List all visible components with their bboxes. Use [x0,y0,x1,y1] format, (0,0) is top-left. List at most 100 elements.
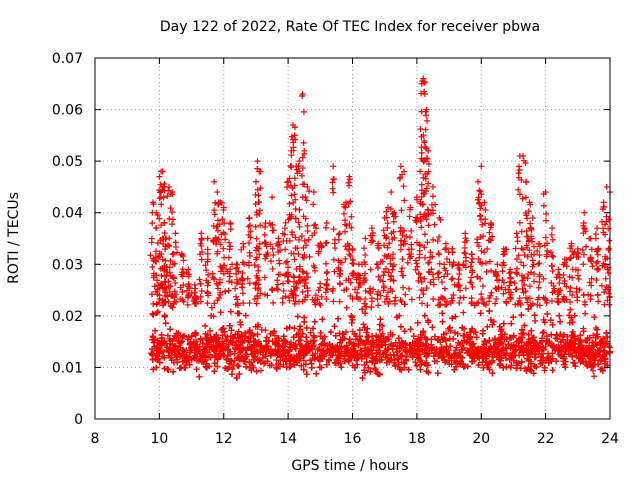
data-point [297,326,304,333]
data-point [382,341,389,348]
data-point [501,331,508,338]
data-point [398,366,405,373]
data-point [600,335,607,342]
data-point [336,339,343,346]
data-point [535,345,542,352]
data-point [503,355,510,362]
data-point [308,364,315,371]
data-point [372,366,379,373]
data-point [301,314,308,321]
data-point [348,312,355,319]
data-point [460,309,467,316]
data-point [593,342,600,349]
data-point [584,362,591,369]
data-point [365,364,372,371]
data-point [512,352,519,359]
data-point [394,352,401,359]
data-point [431,358,438,365]
data-point [528,327,535,334]
data-point [431,333,438,340]
data-point [479,327,486,334]
data-point [403,357,410,364]
data-point [191,355,198,362]
data-point [356,326,363,333]
data-point [532,348,539,355]
data-point [371,365,378,372]
data-point [473,334,480,341]
data-point [582,310,589,317]
data-point [532,354,539,361]
data-point [500,364,507,371]
data-point [459,354,466,361]
data-point [202,330,209,337]
data-point [508,362,515,369]
data-point [337,336,344,343]
data-point [447,343,454,350]
data-point [310,332,317,339]
data-point [591,314,598,321]
data-point [297,333,304,340]
data-point [505,341,512,348]
data-point [414,335,421,342]
data-point [236,345,243,352]
data-point [298,362,305,369]
data-point [493,354,500,361]
data-point [223,356,230,363]
data-point [286,346,293,353]
data-point [568,337,575,344]
data-point [572,363,579,370]
data-point [397,323,404,330]
data-point [361,362,368,369]
data-point [170,335,177,342]
data-point [188,333,195,340]
data-point [575,341,582,348]
data-point [347,339,354,346]
data-point [295,351,302,358]
data-point [236,370,243,377]
data-point [312,350,319,357]
data-point [477,310,484,317]
data-point [531,342,538,349]
data-point [217,347,224,354]
data-point [255,338,262,345]
data-point [388,342,395,349]
data-point [154,337,161,344]
data-point [197,335,204,342]
data-point [214,334,221,341]
data-point [467,329,474,336]
data-point [293,331,300,338]
data-point [379,330,386,337]
data-point [290,342,297,349]
data-point [531,362,538,369]
data-point [235,363,242,370]
data-point [604,340,611,347]
data-point [286,324,293,331]
data-point [367,368,374,375]
data-point [549,350,556,357]
data-point [418,361,425,368]
data-point [359,374,366,381]
data-point [279,344,286,351]
data-point [152,327,159,334]
data-point [453,363,460,370]
data-point [291,325,298,332]
data-point [217,309,224,316]
data-point [374,370,381,377]
data-point [346,336,353,343]
data-point [303,334,310,341]
data-point [528,367,535,374]
data-point [213,338,220,345]
data-point [340,331,347,338]
data-point [345,358,352,365]
data-point [176,365,183,372]
data-point [318,341,325,348]
data-point [560,331,567,338]
data-point [594,331,601,338]
data-point [541,364,548,371]
data-point [155,356,162,363]
data-point [348,354,355,361]
data-point [214,342,221,349]
data-point [451,366,458,373]
data-point [526,353,533,360]
data-point [242,312,249,319]
